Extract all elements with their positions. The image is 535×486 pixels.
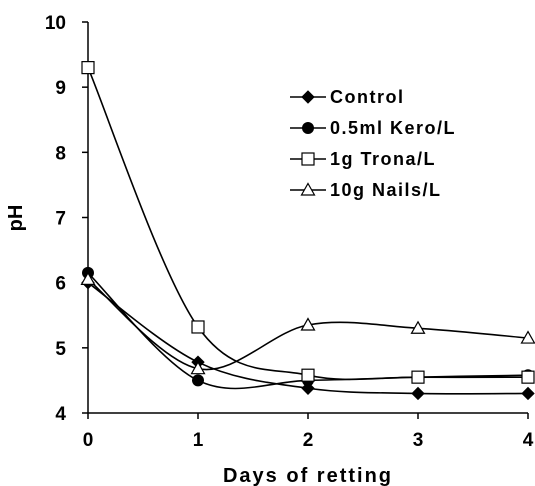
legend-marker	[301, 152, 315, 166]
legend-item: 10g Nails/L	[290, 180, 442, 200]
y-tick-label: 6	[55, 274, 66, 295]
data-point-series-3	[301, 368, 315, 382]
data-point-series-3	[191, 320, 205, 334]
data-point-series-4	[410, 320, 426, 334]
y-axis-title: pH	[5, 205, 27, 232]
legend-marker	[302, 122, 314, 134]
data-point-series-2	[192, 374, 204, 387]
axes	[87, 22, 528, 414]
x-axis-title: Days of retting	[223, 465, 393, 486]
x-tick-label: 2	[303, 430, 314, 451]
y-tick-label: 4	[55, 404, 66, 425]
legend-label: 0.5ml Kero/L	[330, 118, 456, 138]
data-point-series-3	[411, 370, 425, 384]
x-tick-label: 1	[193, 430, 204, 451]
x-tick-label: 0	[83, 430, 94, 451]
y-tick-label: 8	[55, 143, 66, 164]
legend-marker	[300, 182, 316, 196]
legend-item: Control	[290, 87, 404, 107]
series-markers	[80, 61, 535, 401]
legend-label: 10g Nails/L	[330, 180, 442, 200]
data-point-series-4	[190, 360, 206, 375]
series-lines	[87, 67, 529, 395]
legend-item: 1g Trona/L	[290, 149, 436, 169]
legend-marker	[301, 90, 315, 104]
legend: Control 0.5ml Kero/L 1g Trona/L 10g Nails/L	[290, 87, 456, 200]
y-tick-label: 7	[55, 209, 66, 230]
legend-item: 0.5ml Kero/L	[290, 118, 456, 138]
data-point-series-4	[300, 317, 316, 331]
series-line-3	[87, 67, 529, 381]
x-tick-label: 3	[413, 430, 424, 451]
data-point-series-1	[521, 386, 535, 401]
data-point-series-3	[521, 370, 535, 384]
data-point-series-4	[80, 271, 96, 286]
y-tick-label: 5	[55, 339, 66, 360]
y-tick-label: 9	[55, 78, 66, 99]
y-tick-label: 10	[45, 13, 66, 34]
x-axis-ticks: 0 1 2 3 4	[83, 413, 534, 451]
x-tick-label: 4	[523, 430, 534, 451]
y-axis-ticks: 4 5 6 7 8 9 10	[45, 13, 88, 425]
legend-label: Control	[330, 87, 404, 107]
data-point-series-3	[81, 61, 95, 75]
data-point-series-1	[411, 386, 425, 401]
legend-label: 1g Trona/L	[330, 149, 436, 169]
data-point-series-4	[520, 330, 535, 344]
